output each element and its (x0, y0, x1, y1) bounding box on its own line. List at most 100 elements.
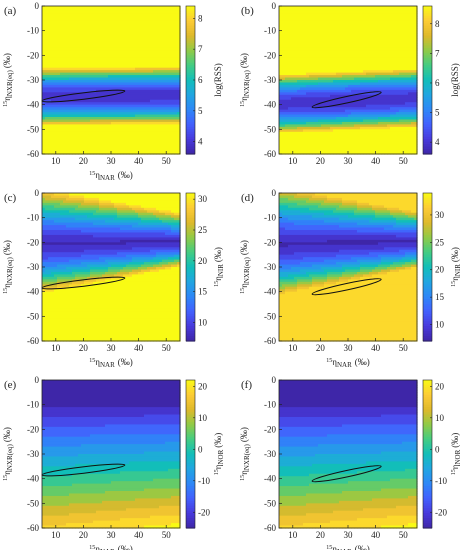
colorbar-segment (186, 75, 195, 79)
heatmap-cell (135, 52, 139, 56)
heatmap-cell (132, 43, 136, 47)
heatmap-cell (294, 15, 298, 19)
heatmap-cell (168, 92, 172, 96)
colorbar-segment (186, 35, 195, 39)
heatmap-cell (312, 65, 316, 69)
heatmap-cell (312, 23, 316, 27)
heatmap-cell (174, 124, 178, 128)
heatmap-cell (114, 10, 118, 14)
heatmap-cell (69, 144, 73, 148)
heatmap-cell (54, 141, 58, 145)
heatmap-cell (144, 97, 148, 101)
heatmap-cell (279, 15, 283, 19)
heatmap-cell (348, 107, 352, 111)
heatmap-cell (348, 38, 352, 42)
heatmap-cell (120, 80, 124, 84)
heatmap-cell (66, 43, 70, 47)
heatmap-cell (381, 60, 385, 64)
heatmap-cell (60, 72, 64, 76)
heatmap-cell (162, 47, 166, 51)
heatmap-cell (327, 8, 331, 12)
heatmap-cell (99, 23, 103, 27)
heatmap-cell (99, 129, 103, 133)
heatmap-cell (297, 20, 301, 24)
heatmap-cell (378, 97, 382, 101)
heatmap-cell (327, 43, 331, 47)
heatmap-cell (342, 131, 346, 135)
heatmap-cell (51, 75, 55, 79)
heatmap-cell (42, 33, 46, 37)
heatmap-cell (177, 126, 181, 130)
heatmap-cell (348, 124, 352, 128)
heatmap-cell (42, 82, 46, 86)
heatmap-cell (303, 89, 307, 93)
heatmap-cell (147, 65, 151, 69)
heatmap-cell (72, 75, 76, 79)
heatmap-cell (87, 33, 91, 37)
heatmap-cell (171, 87, 175, 91)
heatmap-cell (348, 126, 352, 130)
heatmap-cell (300, 139, 304, 143)
heatmap-cell (384, 72, 388, 76)
heatmap-cell (381, 94, 385, 98)
heatmap-cell (348, 18, 352, 22)
heatmap-cell (303, 70, 307, 74)
heatmap-cell (300, 65, 304, 69)
heatmap-cell (99, 112, 103, 116)
heatmap-cell (108, 52, 112, 56)
heatmap-cell (117, 18, 121, 22)
heatmap-cell (294, 89, 298, 93)
heatmap-cell (138, 119, 142, 123)
heatmap-cell (72, 87, 76, 91)
heatmap-cell (378, 8, 382, 12)
heatmap-cell (345, 38, 349, 42)
heatmap-cell (141, 8, 145, 12)
heatmap-cell (42, 45, 46, 49)
heatmap-cell (363, 13, 367, 17)
heatmap-cell (315, 141, 319, 145)
heatmap-cell (297, 92, 301, 96)
heatmap-cell (72, 114, 76, 118)
heatmap-cell (57, 144, 61, 148)
heatmap-cell (306, 8, 310, 12)
heatmap-cell (315, 72, 319, 76)
heatmap-cell (291, 117, 295, 121)
heatmap-cell (66, 18, 70, 22)
heatmap-cell (120, 45, 124, 49)
heatmap-cell (57, 121, 61, 125)
heatmap-cell (93, 87, 97, 91)
heatmap-cell (306, 30, 310, 34)
heatmap-cell (99, 45, 103, 49)
heatmap-cell (357, 57, 361, 61)
heatmap-cell (168, 151, 172, 155)
heatmap-cell (66, 10, 70, 14)
heatmap-cell (303, 84, 307, 88)
heatmap-cell (303, 65, 307, 69)
heatmap-cell (90, 107, 94, 111)
heatmap-cell (339, 87, 343, 91)
heatmap-cell (285, 151, 289, 155)
heatmap-cell (300, 35, 304, 39)
panel-letter: (a) (4, 5, 17, 17)
heatmap-cell (288, 99, 292, 103)
heatmap-cell (165, 134, 169, 138)
heatmap-cell (78, 141, 82, 145)
heatmap-cell (54, 80, 58, 84)
heatmap-cell (102, 149, 106, 153)
heatmap-cell (129, 112, 133, 116)
heatmap-cell (42, 92, 46, 96)
heatmap-cell (345, 126, 349, 130)
heatmap-cell (63, 126, 67, 130)
heatmap-cell (108, 114, 112, 118)
heatmap-cell (360, 141, 364, 145)
heatmap-cell (381, 109, 385, 113)
heatmap-cell (330, 15, 334, 19)
heatmap-cell (348, 15, 352, 19)
heatmap-cell (333, 6, 337, 10)
heatmap-cell (60, 75, 64, 79)
heatmap-cell (360, 149, 364, 153)
heatmap-cell (141, 72, 145, 76)
heatmap-cell (177, 62, 181, 66)
heatmap-cell (126, 89, 130, 93)
heatmap-cell (285, 18, 289, 22)
